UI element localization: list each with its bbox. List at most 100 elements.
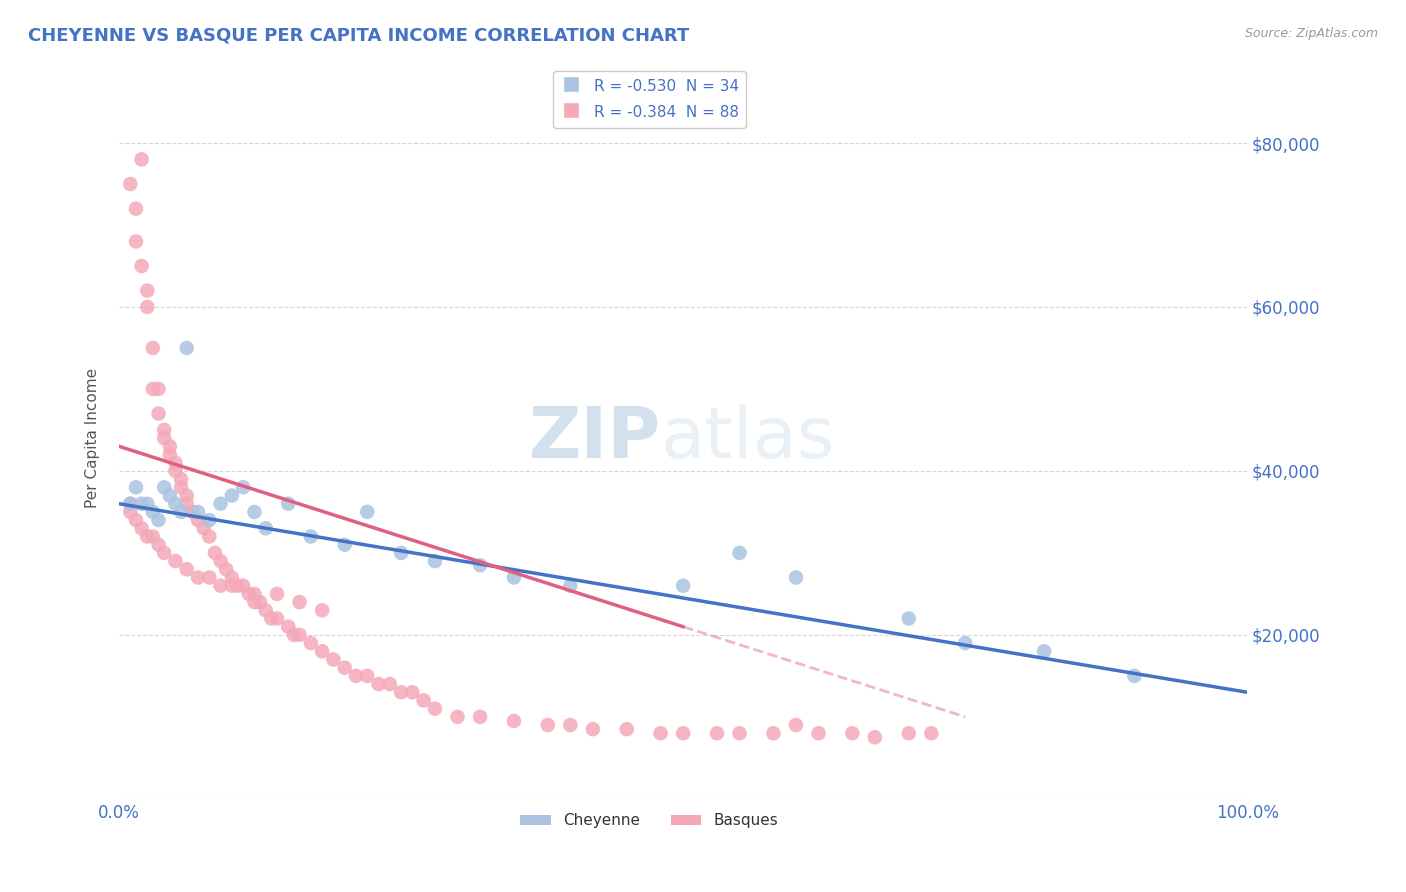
- Point: [672, 726, 695, 740]
- Point: [142, 341, 165, 355]
- Point: [423, 701, 446, 715]
- Point: [243, 595, 266, 609]
- Point: [125, 480, 148, 494]
- Point: [153, 423, 176, 437]
- Point: [148, 407, 170, 421]
- Point: [170, 480, 193, 494]
- Point: [187, 505, 209, 519]
- Point: [283, 628, 305, 642]
- Point: [288, 628, 311, 642]
- Point: [176, 562, 198, 576]
- Point: [170, 505, 193, 519]
- Point: [215, 562, 238, 576]
- Point: [148, 513, 170, 527]
- Point: [841, 726, 863, 740]
- Point: [187, 570, 209, 584]
- Point: [120, 497, 142, 511]
- Point: [148, 382, 170, 396]
- Point: [728, 726, 751, 740]
- Point: [209, 497, 232, 511]
- Point: [1123, 669, 1146, 683]
- Point: [136, 300, 159, 314]
- Text: Source: ZipAtlas.com: Source: ZipAtlas.com: [1244, 27, 1378, 40]
- Point: [120, 497, 142, 511]
- Point: [344, 669, 367, 683]
- Point: [243, 505, 266, 519]
- Point: [537, 718, 560, 732]
- Point: [198, 513, 221, 527]
- Y-axis label: Per Capita Income: Per Capita Income: [86, 368, 100, 508]
- Point: [706, 726, 728, 740]
- Point: [181, 505, 204, 519]
- Point: [176, 489, 198, 503]
- Point: [136, 284, 159, 298]
- Point: [165, 554, 187, 568]
- Point: [221, 489, 243, 503]
- Point: [254, 521, 277, 535]
- Point: [249, 595, 271, 609]
- Point: [148, 538, 170, 552]
- Point: [243, 587, 266, 601]
- Point: [389, 546, 412, 560]
- Point: [131, 259, 153, 273]
- Point: [159, 439, 181, 453]
- Text: atlas: atlas: [661, 404, 835, 473]
- Point: [226, 579, 249, 593]
- Point: [1033, 644, 1056, 658]
- Point: [277, 620, 299, 634]
- Point: [277, 497, 299, 511]
- Text: ZIP: ZIP: [529, 404, 661, 473]
- Point: [401, 685, 423, 699]
- Point: [165, 497, 187, 511]
- Point: [142, 529, 165, 543]
- Point: [266, 611, 288, 625]
- Point: [299, 529, 322, 543]
- Point: [193, 521, 215, 535]
- Point: [897, 611, 920, 625]
- Point: [136, 529, 159, 543]
- Point: [299, 636, 322, 650]
- Point: [582, 722, 605, 736]
- Point: [221, 570, 243, 584]
- Point: [198, 529, 221, 543]
- Point: [198, 570, 221, 584]
- Point: [266, 587, 288, 601]
- Point: [863, 731, 886, 745]
- Point: [807, 726, 830, 740]
- Point: [125, 513, 148, 527]
- Point: [209, 579, 232, 593]
- Point: [333, 538, 356, 552]
- Point: [120, 177, 142, 191]
- Point: [446, 710, 468, 724]
- Point: [356, 669, 378, 683]
- Point: [159, 448, 181, 462]
- Point: [785, 570, 807, 584]
- Point: [176, 341, 198, 355]
- Point: [423, 554, 446, 568]
- Point: [238, 587, 260, 601]
- Point: [131, 497, 153, 511]
- Point: [672, 579, 695, 593]
- Point: [468, 710, 491, 724]
- Point: [136, 497, 159, 511]
- Point: [153, 546, 176, 560]
- Point: [170, 472, 193, 486]
- Point: [260, 611, 283, 625]
- Point: [204, 546, 226, 560]
- Point: [616, 722, 638, 736]
- Point: [125, 202, 148, 216]
- Point: [728, 546, 751, 560]
- Point: [176, 497, 198, 511]
- Point: [367, 677, 389, 691]
- Point: [232, 480, 254, 494]
- Point: [120, 505, 142, 519]
- Point: [762, 726, 785, 740]
- Point: [356, 505, 378, 519]
- Point: [468, 558, 491, 573]
- Point: [322, 652, 344, 666]
- Point: [920, 726, 942, 740]
- Point: [142, 505, 165, 519]
- Point: [503, 714, 526, 728]
- Point: [142, 382, 165, 396]
- Point: [311, 644, 333, 658]
